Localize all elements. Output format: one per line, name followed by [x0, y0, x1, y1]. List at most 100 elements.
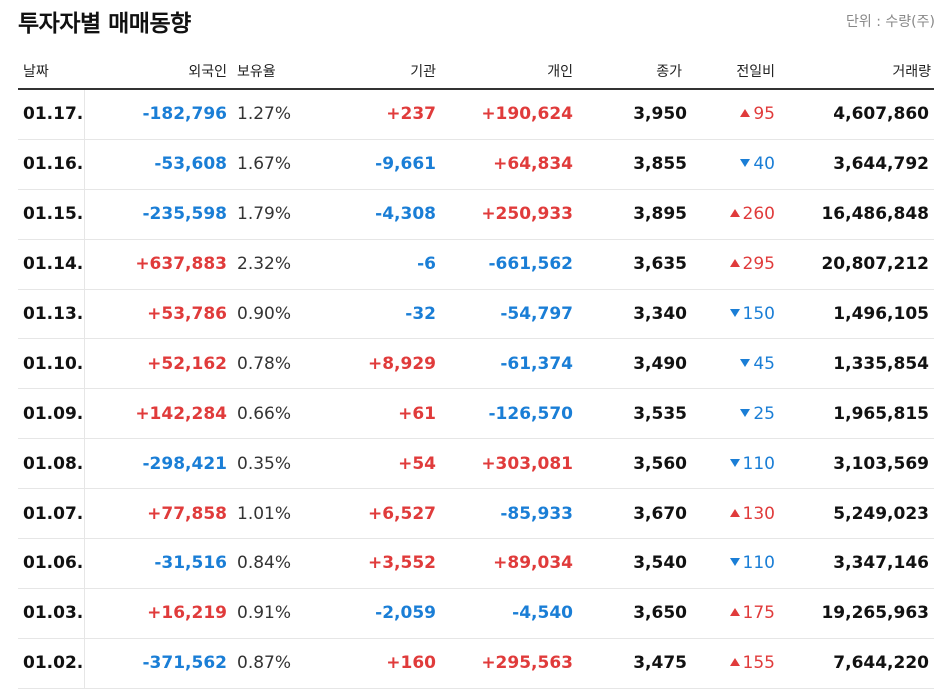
cell-volume: 1,965,815	[780, 388, 934, 440]
table-row: 01.13. +53,786 0.90% -32 -54,797 3,340 150 1,49…	[18, 289, 934, 340]
down-triangle-icon	[729, 458, 740, 467]
up-triangle-icon	[729, 508, 740, 517]
change-value: 25	[753, 403, 775, 424]
cell-change: 45	[692, 338, 780, 390]
cell-foreign: +77,858	[84, 488, 232, 540]
cell-holding: 1.01%	[232, 488, 302, 540]
table-row: 01.10. +52,162 0.78% +8,929 -61,374 3,490 45 1,…	[18, 338, 934, 390]
cell-volume: 5,249,023	[780, 488, 934, 540]
change-value: 40	[753, 154, 775, 175]
cell-date: 01.07.	[18, 488, 85, 540]
cell-close: 3,670	[578, 488, 692, 540]
up-triangle-icon	[729, 658, 740, 667]
cell-foreign: +53,786	[84, 289, 232, 340]
cell-institution: +3,552	[302, 538, 441, 589]
cell-close: 3,475	[578, 638, 692, 689]
cell-foreign: -182,796	[84, 89, 232, 140]
cell-change: 95	[692, 89, 780, 140]
cell-date: 01.08.	[18, 438, 85, 490]
cell-individual: -126,570	[441, 388, 578, 440]
cell-date: 01.14.	[18, 239, 85, 290]
up-triangle-icon	[729, 209, 740, 218]
cell-holding: 1.27%	[232, 89, 302, 140]
cell-foreign: -53,608	[84, 139, 232, 190]
down-triangle-icon	[729, 558, 740, 567]
cell-change: 175	[692, 588, 780, 639]
cell-close: 3,950	[578, 89, 692, 140]
cell-holding: 0.35%	[232, 438, 302, 490]
cell-foreign: -298,421	[84, 438, 232, 490]
cell-individual: -85,933	[441, 488, 578, 540]
cell-close: 3,490	[578, 338, 692, 390]
cell-foreign: +637,883	[84, 239, 232, 290]
cell-volume: 19,265,963	[780, 588, 934, 639]
cell-date: 01.03.	[18, 588, 85, 639]
cell-holding: 1.67%	[232, 139, 302, 190]
header-volume: 거래량	[780, 54, 934, 90]
change-value: 295	[742, 254, 775, 275]
cell-holding: 0.78%	[232, 338, 302, 390]
cell-individual: +295,563	[441, 638, 578, 689]
cell-change: 260	[692, 189, 780, 240]
down-triangle-icon	[740, 159, 751, 168]
cell-change: 110	[692, 438, 780, 490]
up-triangle-icon	[729, 259, 740, 268]
change-value: 110	[742, 453, 775, 474]
cell-individual: +89,034	[441, 538, 578, 589]
table-row: 01.08. -298,421 0.35% +54 +303,081 3,560 110 3,…	[18, 438, 934, 490]
table-row: 01.06. -31,516 0.84% +3,552 +89,034 3,540 110 3…	[18, 538, 934, 589]
cell-institution: -6	[302, 239, 441, 290]
cell-holding: 0.84%	[232, 538, 302, 589]
cell-close: 3,855	[578, 139, 692, 190]
panel-title: 투자자별 매매동향	[18, 11, 191, 37]
header-holding: 보유율	[232, 54, 302, 90]
cell-institution: +237	[302, 89, 441, 140]
cell-change: 155	[692, 638, 780, 689]
cell-volume: 16,486,848	[780, 189, 934, 240]
cell-volume: 3,644,792	[780, 139, 934, 190]
cell-individual: -661,562	[441, 239, 578, 290]
cell-individual: +250,933	[441, 189, 578, 240]
cell-individual: +190,624	[441, 89, 578, 140]
header-close: 종가	[578, 54, 692, 90]
cell-holding: 0.87%	[232, 638, 302, 689]
change-value: 45	[753, 353, 775, 374]
down-triangle-icon	[740, 358, 751, 367]
up-triangle-icon	[729, 608, 740, 617]
cell-individual: -4,540	[441, 588, 578, 639]
cell-institution: +160	[302, 638, 441, 689]
cell-volume: 4,607,860	[780, 89, 934, 140]
cell-close: 3,540	[578, 538, 692, 589]
cell-date: 01.16.	[18, 139, 85, 190]
header-date: 날짜	[18, 54, 84, 90]
cell-change: 150	[692, 289, 780, 340]
cell-date: 01.17.	[18, 89, 85, 140]
table-body: 01.17. -182,796 1.27% +237 +190,624 3,950 95 4,…	[18, 89, 934, 689]
cell-change: 295	[692, 239, 780, 290]
trading-table: 날짜 외국인 보유율 기관 개인 종가 전일비 거래량 01.17. -182,7…	[18, 54, 934, 689]
cell-volume: 3,103,569	[780, 438, 934, 490]
table-row: 01.14. +637,883 2.32% -6 -661,562 3,635 295 20,…	[18, 239, 934, 290]
cell-holding: 0.91%	[232, 588, 302, 639]
cell-date: 01.10.	[18, 338, 85, 390]
down-triangle-icon	[740, 408, 751, 417]
cell-institution: +8,929	[302, 338, 441, 390]
unit-label: 단위 : 수량(주)	[846, 14, 935, 30]
cell-change: 25	[692, 388, 780, 440]
cell-institution: +61	[302, 388, 441, 440]
cell-close: 3,340	[578, 289, 692, 340]
cell-foreign: -371,562	[84, 638, 232, 689]
change-value: 95	[753, 104, 775, 125]
table-row: 01.07. +77,858 1.01% +6,527 -85,933 3,670 130 5…	[18, 488, 934, 540]
cell-institution: -4,308	[302, 189, 441, 240]
cell-close: 3,635	[578, 239, 692, 290]
cell-volume: 20,807,212	[780, 239, 934, 290]
header-individual: 개인	[441, 54, 578, 90]
cell-institution: +54	[302, 438, 441, 490]
cell-foreign: +52,162	[84, 338, 232, 390]
up-triangle-icon	[740, 109, 751, 118]
cell-change: 130	[692, 488, 780, 540]
table-row: 01.17. -182,796 1.27% +237 +190,624 3,950 95 4,…	[18, 89, 934, 140]
change-value: 260	[742, 204, 775, 225]
